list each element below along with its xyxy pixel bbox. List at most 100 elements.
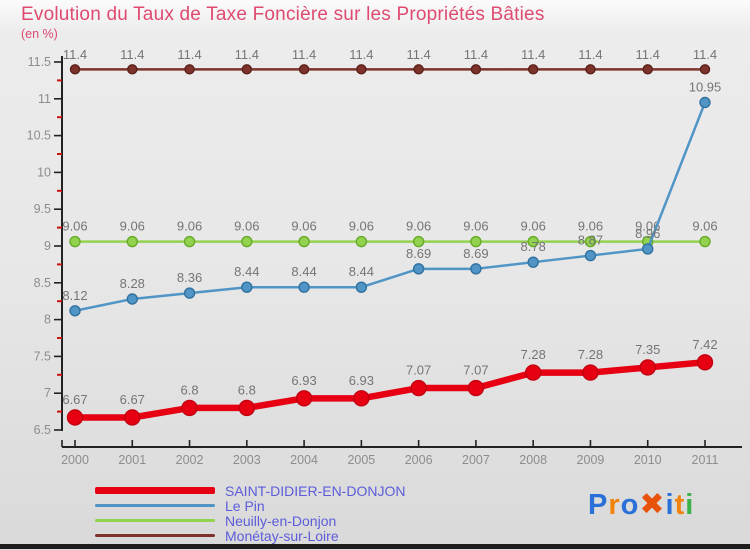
data-point-neuilly-en-donjon <box>527 235 539 248</box>
data-point-neuilly-en-donjon <box>699 235 711 248</box>
legend-swatch-le-pin <box>95 504 215 507</box>
x-tick-label: 2011 <box>692 453 719 467</box>
data-label-saint-didier-en-donjon: 6.8 <box>238 382 256 397</box>
data-point-le-pin <box>241 281 253 293</box>
data-point-neuilly-en-donjon <box>126 235 138 248</box>
data-point-le-pin <box>298 281 310 293</box>
data-label-le-pin: 8.44 <box>234 264 259 279</box>
data-point-neuilly-en-donjon <box>412 235 425 248</box>
data-point-saint-didier-en-donjon <box>66 409 84 426</box>
data-point-mon-tay-sur-loire <box>298 64 310 75</box>
y-tick-label: 7.5 <box>34 349 51 363</box>
data-label-mon-tay-sur-loire: 11.4 <box>636 47 660 62</box>
data-point-neuilly-en-donjon <box>69 235 81 248</box>
data-label-le-pin: 8.44 <box>349 264 374 279</box>
data-label-neuilly-en-donjon: 9.06 <box>692 219 717 234</box>
data-label-neuilly-en-donjon: 9.06 <box>521 219 546 234</box>
data-label-mon-tay-sur-loire: 11.4 <box>464 47 488 62</box>
data-point-saint-didier-en-donjon <box>582 364 599 381</box>
data-label-saint-didier-en-donjon: 6.8 <box>181 382 199 397</box>
logo-letter: i <box>685 489 695 521</box>
data-label-saint-didier-en-donjon: 6.67 <box>62 392 87 407</box>
data-label-saint-didier-en-donjon: 6.93 <box>291 373 316 388</box>
legend-label-neuilly-en-donjon: Neuilly-en-Donjon <box>225 512 337 529</box>
data-point-mon-tay-sur-loire <box>470 64 482 75</box>
data-point-le-pin <box>584 249 597 262</box>
legend-label-le-pin: Le Pin <box>225 497 265 514</box>
data-point-saint-didier-en-donjon <box>639 359 656 376</box>
data-label-saint-didier-en-donjon: 6.93 <box>349 373 374 388</box>
data-label-saint-didier-en-donjon: 7.07 <box>463 363 488 378</box>
data-label-le-pin: 8.12 <box>62 288 87 303</box>
data-point-le-pin <box>126 293 138 305</box>
data-label-neuilly-en-donjon: 9.06 <box>234 219 259 234</box>
x-tick-label: 2005 <box>347 453 375 467</box>
data-point-le-pin <box>69 305 81 317</box>
legend-item-neuilly-en-donjon: Neuilly-en-Donjon <box>95 513 405 528</box>
data-point-le-pin <box>412 263 425 275</box>
legend-item-le-pin: Le Pin <box>95 498 405 513</box>
x-tick-label: 2001 <box>118 453 146 467</box>
line-chart: 6.5 7 7.5 8 8.5 9 9.5 10 10.5 11 11.5 2000 2001 2002 2… <box>27 47 742 467</box>
data-label-saint-didier-en-donjon: 7.28 <box>578 347 603 362</box>
x-tick-label: 2003 <box>233 453 261 467</box>
logo-letter: r <box>608 489 621 521</box>
data-point-neuilly-en-donjon <box>470 235 482 248</box>
data-label-neuilly-en-donjon: 9.06 <box>349 219 374 234</box>
data-label-saint-didier-en-donjon: 7.07 <box>406 363 431 378</box>
data-label-le-pin: 8.36 <box>177 270 202 285</box>
data-point-mon-tay-sur-loire <box>127 64 138 75</box>
chart-subtitle: (en %) <box>21 27 58 41</box>
logo-letter: i <box>665 489 675 521</box>
data-point-mon-tay-sur-loire <box>527 64 539 75</box>
data-label-mon-tay-sur-loire: 11.4 <box>292 47 316 62</box>
data-label-mon-tay-sur-loire: 11.4 <box>349 47 373 62</box>
data-label-mon-tay-sur-loire: 11.4 <box>521 47 545 62</box>
legend-swatch-saint-didier-en-donjon <box>95 487 215 494</box>
legend-swatch-neuilly-en-donjon <box>95 519 215 522</box>
data-point-le-pin <box>699 96 711 109</box>
data-point-saint-didier-en-donjon <box>467 379 485 397</box>
legend-item-mon-tay-sur-loire: Monétay-sur-Loire <box>95 528 405 543</box>
x-tick-label: 2004 <box>290 453 318 467</box>
data-point-mon-tay-sur-loire <box>241 64 253 75</box>
data-point-mon-tay-sur-loire <box>585 64 596 75</box>
data-label-mon-tay-sur-loire: 11.4 <box>120 47 144 62</box>
data-point-mon-tay-sur-loire <box>69 64 81 75</box>
data-label-le-pin: 8.69 <box>406 246 431 261</box>
y-tick-label: 6.5 <box>34 423 51 437</box>
logo-letter: o <box>620 489 640 521</box>
data-point-saint-didier-en-donjon <box>238 399 256 417</box>
x-tick-label: 2009 <box>577 453 605 467</box>
data-point-mon-tay-sur-loire <box>699 64 711 75</box>
bottom-border <box>0 544 750 549</box>
y-tick-label: 11 <box>38 92 51 106</box>
data-label-le-pin: 8.87 <box>578 233 603 248</box>
y-tick-label: 9 <box>44 239 51 253</box>
data-point-saint-didier-en-donjon <box>353 390 370 407</box>
data-point-le-pin <box>642 243 654 255</box>
legend: SAINT-DIDIER-EN-DONJON Le Pin Neuilly-en-D… <box>95 483 405 543</box>
data-label-mon-tay-sur-loire: 11.4 <box>693 47 717 62</box>
data-label-le-pin: 8.69 <box>463 246 488 261</box>
data-point-saint-didier-en-donjon <box>295 390 313 407</box>
data-label-saint-didier-en-donjon: 7.28 <box>521 347 546 362</box>
data-point-mon-tay-sur-loire <box>413 64 424 75</box>
data-label-mon-tay-sur-loire: 11.4 <box>406 47 430 62</box>
x-tick-label: 2007 <box>462 453 490 467</box>
proxiti-logo: Pro✖iti <box>588 487 694 522</box>
data-point-le-pin <box>355 281 368 293</box>
y-tick-label: 8 <box>44 313 51 327</box>
data-label-saint-didier-en-donjon: 6.67 <box>120 392 145 407</box>
data-point-le-pin <box>527 256 539 268</box>
x-tick-label: 2000 <box>61 453 89 467</box>
legend-label-saint-didier-en-donjon: SAINT-DIDIER-EN-DONJON <box>225 482 406 499</box>
data-label-saint-didier-en-donjon: 7.42 <box>692 337 717 352</box>
data-label-le-pin: 8.96 <box>635 226 660 241</box>
data-point-saint-didier-en-donjon <box>524 364 542 381</box>
data-point-mon-tay-sur-loire <box>184 64 195 75</box>
data-point-saint-didier-en-donjon <box>181 399 198 417</box>
data-label-neuilly-en-donjon: 9.06 <box>578 219 603 234</box>
data-label-mon-tay-sur-loire: 11.4 <box>63 47 87 62</box>
